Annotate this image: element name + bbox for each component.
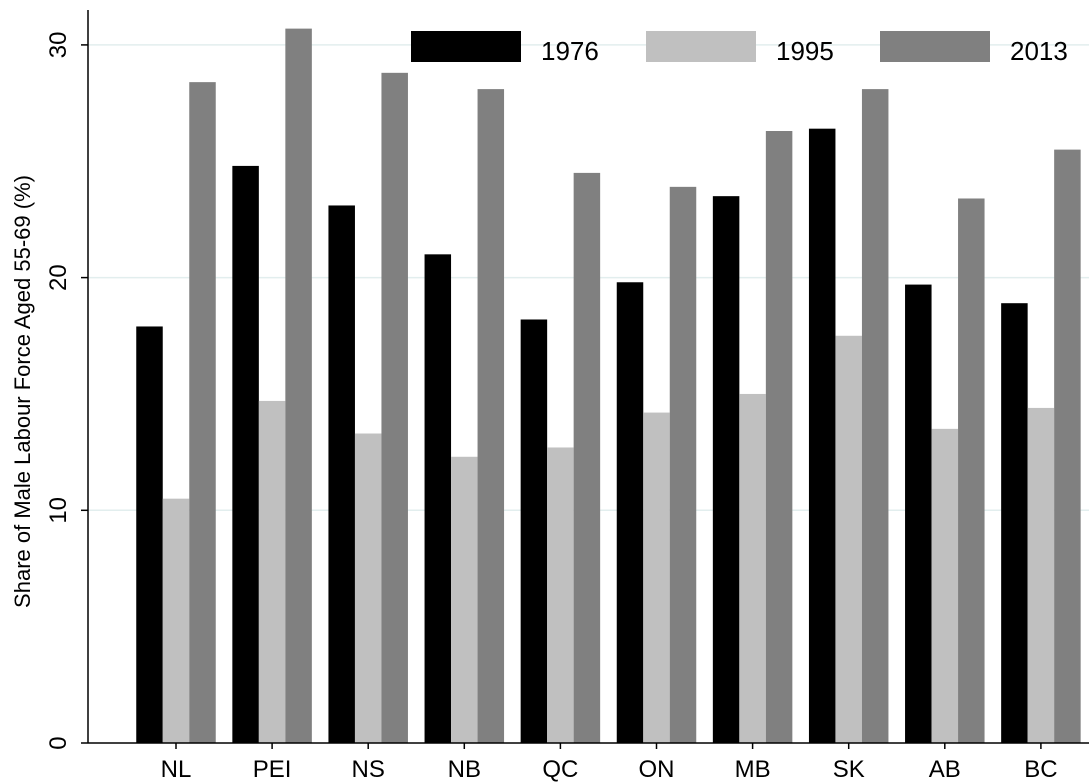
y-tick-label: 10 <box>45 497 72 524</box>
x-axis-ticks: NL PEI NS NB QC ON MB SK AB BC <box>161 743 1058 783</box>
bar-NB-1976 <box>424 254 452 744</box>
bar-QC-1976 <box>520 319 548 743</box>
x-tick-label: SK <box>833 756 865 783</box>
x-tick-label: MB <box>735 756 771 783</box>
bar-MB-1976 <box>712 196 740 743</box>
bar-ON-1995 <box>643 412 670 743</box>
x-tick-label: NS <box>352 756 385 783</box>
bar-NB-2013 <box>477 89 505 744</box>
x-tick-label: BC <box>1024 756 1057 783</box>
bar-NS-1995 <box>354 433 382 743</box>
bar-PEI-2013 <box>285 28 312 744</box>
x-tick-label: PEI <box>253 756 292 783</box>
bar-BC-1976 <box>1001 303 1028 743</box>
x-tick-label: NB <box>448 756 481 783</box>
bar-NL-2013 <box>189 82 216 744</box>
bar-SK-1976 <box>808 128 836 743</box>
legend-label-2013: 2013 <box>1010 36 1068 66</box>
bar-NL-1995 <box>162 498 190 743</box>
bar-SK-2013 <box>861 89 889 744</box>
bar-BC-2013 <box>1054 149 1081 744</box>
bar-BC-1995 <box>1027 407 1055 743</box>
x-tick-label: QC <box>542 756 578 783</box>
legend-swatch-1976 <box>411 31 521 62</box>
bar-PEI-1976 <box>232 165 259 743</box>
legend: 1976 1995 2013 <box>411 31 1068 66</box>
bar-QC-1995 <box>547 447 574 743</box>
bars <box>136 28 1081 744</box>
legend-swatch-2013 <box>880 31 990 62</box>
bar-AB-2013 <box>958 198 985 743</box>
bar-ON-1976 <box>616 282 644 743</box>
bar-NS-1976 <box>328 205 355 743</box>
y-axis-title: Share of Male Labour Force Aged 55-69 (%… <box>10 175 35 608</box>
bar-MB-2013 <box>765 131 793 743</box>
bar-NS-2013 <box>381 72 408 744</box>
legend-label-1976: 1976 <box>541 36 599 66</box>
x-tick-label: NL <box>161 756 192 783</box>
legend-label-1995: 1995 <box>776 36 834 66</box>
y-axis-ticks: 0 10 20 30 <box>45 32 88 750</box>
y-tick-label: 30 <box>45 32 72 59</box>
bar-ON-2013 <box>669 186 697 743</box>
bar-AB-1976 <box>905 284 932 743</box>
bar-AB-1995 <box>931 428 959 743</box>
legend-swatch-1995 <box>646 31 756 62</box>
bar-SK-1995 <box>835 335 862 743</box>
y-tick-label: 0 <box>45 736 72 749</box>
x-tick-label: AB <box>929 756 961 783</box>
bar-NL-1976 <box>136 326 163 743</box>
y-tick-label: 20 <box>45 264 72 291</box>
bar-NB-1995 <box>451 456 478 743</box>
bar-PEI-1995 <box>258 400 286 743</box>
x-tick-label: ON <box>639 756 675 783</box>
bar-MB-1995 <box>739 393 766 743</box>
bar-QC-2013 <box>573 172 601 743</box>
